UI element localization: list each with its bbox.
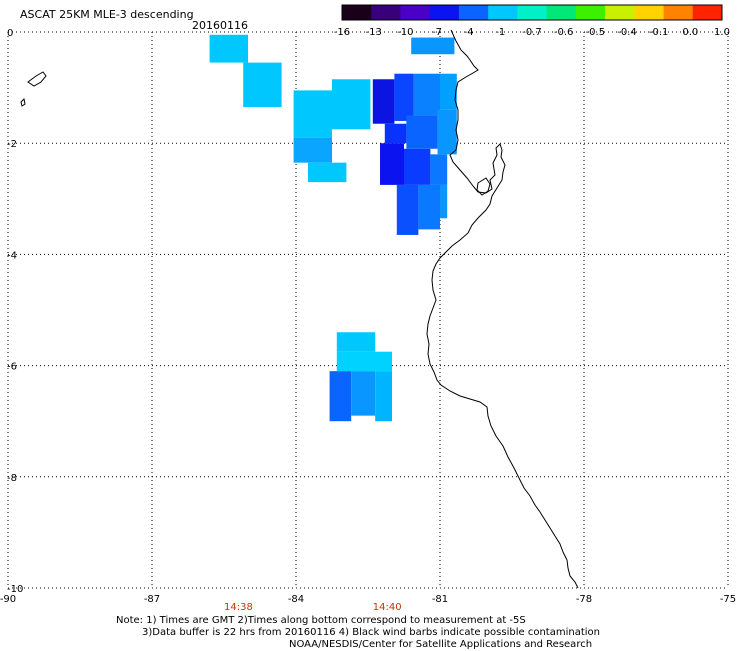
- colorbar-frame: [341, 4, 723, 21]
- colorbar-swatch: [458, 5, 489, 20]
- y-tick-label: -10: [7, 584, 23, 595]
- colorbar-swatch: [400, 5, 431, 20]
- wind-data-cell: [406, 115, 438, 149]
- mainland-coastline: [426, 29, 579, 589]
- x-tick-label: -81: [432, 594, 448, 605]
- x-tick-label: -90: [0, 594, 16, 605]
- y-tick-label: 0: [7, 28, 13, 39]
- time-labels: 14:38 14:40: [224, 602, 402, 613]
- axis-ticks: -90 -87 -84 -81 -78 -75 0 -2 -4 -6 -8 -10: [0, 28, 736, 605]
- wind-data-cell: [351, 371, 376, 416]
- wind-data-cells: [209, 34, 457, 422]
- colorbar-label: 0.0: [682, 27, 698, 38]
- note-line-1: Note: 1) Times are GMT 2)Times along bot…: [116, 615, 526, 626]
- map-date: 20160116: [192, 19, 248, 32]
- galapagos-island-large: [27, 71, 47, 87]
- wind-data-cell: [440, 184, 448, 219]
- wind-data-cell: [394, 73, 414, 121]
- colorbar-label: -0.6: [554, 27, 574, 38]
- colorbar-swatch: [429, 5, 460, 20]
- wind-data-cell: [329, 371, 352, 422]
- coastline: [20, 29, 579, 589]
- y-tick-label: -6: [7, 362, 17, 373]
- map-plot: -90 -87 -84 -81 -78 -75 0 -2 -4 -6 -8 -10 14:38 14:4…: [0, 28, 736, 613]
- colorbar-swatch: [371, 5, 401, 20]
- wind-data-cell: [418, 184, 440, 230]
- estuary-island: [476, 177, 491, 196]
- y-tick-label: -2: [7, 139, 17, 150]
- wind-data-cell: [336, 351, 392, 372]
- galapagos-island-small: [20, 97, 26, 107]
- wind-data-cell: [209, 34, 248, 63]
- x-tick-label: -78: [576, 594, 592, 605]
- wind-data-cell: [430, 154, 448, 185]
- colorbar-swatch: [575, 5, 606, 20]
- wind-data-cell: [413, 73, 440, 116]
- note-line-2: 3)Data buffer is 22 hrs from 20160116 4)…: [142, 627, 600, 638]
- wind-data-cell: [396, 184, 419, 235]
- wind-data-cell: [293, 137, 332, 163]
- note-line-3: NOAA/NESDIS/Center for Satellite Applica…: [289, 639, 593, 650]
- colorbar-swatch: [692, 5, 723, 20]
- wind-data-cell: [411, 37, 455, 55]
- wind-data-cell: [243, 62, 282, 108]
- wind-data-cell: [440, 73, 457, 110]
- colorbar-swatch: [517, 5, 548, 20]
- colorbar-label: -0.4: [617, 27, 637, 38]
- wind-data-cell: [404, 148, 431, 185]
- x-tick-label: -87: [144, 594, 160, 605]
- y-tick-label: -4: [7, 250, 17, 261]
- y-tick-label: -8: [7, 473, 17, 484]
- colorbar-swatch: [342, 5, 372, 20]
- colorbar-label: -13: [365, 27, 381, 38]
- x-tick-label: -84: [288, 594, 304, 605]
- wind-data-cell: [332, 79, 371, 130]
- map-title: ASCAT 25KM MLE-3 descending: [20, 8, 194, 21]
- colorbar: -16 -13 -10 -7 -4 -1 -0.7 -0.6 -0.5 -0.4 -0.1 0.0 1.…: [334, 4, 730, 38]
- colorbar-label: -0.5: [586, 27, 606, 38]
- wind-data-cell: [293, 90, 332, 138]
- colorbar-label: -10: [397, 27, 413, 38]
- wind-data-cell: [372, 79, 395, 124]
- colorbar-label: -0.1: [649, 27, 669, 38]
- wind-data-cell: [336, 332, 376, 352]
- time-label: 14:40: [373, 602, 402, 613]
- colorbar-swatch: [663, 5, 694, 20]
- colorbar-swatch: [546, 5, 577, 20]
- wind-data-cell: [384, 123, 407, 144]
- colorbar-swatch: [488, 5, 518, 20]
- wind-data-cell: [380, 143, 404, 185]
- wind-data-cell: [375, 371, 392, 422]
- colorbar-swatch: [634, 5, 665, 20]
- time-label: 14:38: [224, 602, 253, 613]
- wind-data-cell: [437, 109, 457, 155]
- colorbar-label: 1.0: [714, 27, 730, 38]
- wind-data-cell: [308, 162, 347, 183]
- colorbar-swatch: [605, 5, 635, 20]
- x-tick-label: -75: [720, 594, 736, 605]
- colorbar-label: -16: [334, 27, 350, 38]
